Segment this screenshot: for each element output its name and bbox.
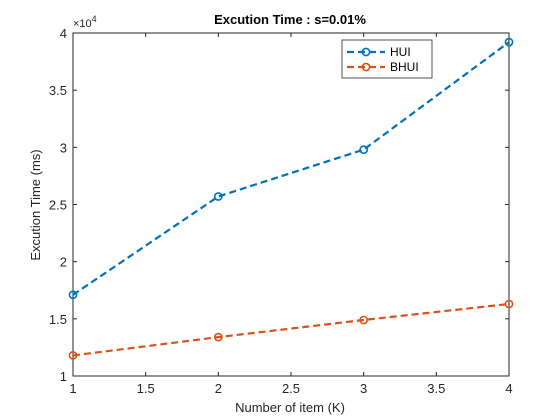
data-point-hui — [359, 145, 369, 155]
series-line-bhui — [72, 302, 510, 357]
data-point-bhui — [504, 299, 514, 309]
legend-box — [341, 39, 433, 79]
x-tick-label: 1.5 — [137, 381, 155, 396]
plot-area — [72, 32, 510, 377]
y-tick-label: 3 — [60, 140, 67, 155]
y-tick-label: 3.5 — [49, 83, 67, 98]
data-point-hui — [213, 192, 223, 201]
y-multiplier-base: ×10 — [73, 18, 92, 30]
data-point-hui — [68, 290, 78, 300]
x-tick-label: 4 — [505, 381, 512, 396]
y-tick-label: 2.5 — [49, 198, 67, 213]
legend-label-hui: HUI — [390, 45, 411, 59]
series-group — [68, 37, 514, 360]
series-line-hui — [72, 41, 510, 296]
x-axis-title: Number of item (K) — [235, 400, 345, 415]
x-tick-label: 3 — [360, 381, 367, 396]
x-tick-label: 2.5 — [282, 381, 300, 396]
legend-marker-bhui — [361, 62, 371, 72]
y-tick-label: 1.5 — [49, 312, 67, 327]
x-tick-label: 3.5 — [427, 381, 445, 396]
y-multiplier-exponent: 4 — [92, 14, 97, 24]
y-axis-title: Excution Time (ms) — [28, 149, 43, 260]
data-point-bhui — [68, 351, 78, 360]
data-point-bhui — [213, 332, 223, 342]
data-point-hui — [504, 37, 514, 47]
data-point-bhui — [359, 315, 369, 325]
x-tick-label: 1 — [69, 381, 76, 396]
y-multiplier-label: ×104 — [73, 14, 97, 30]
legend-label-bhui: BHUI — [390, 60, 419, 74]
legend-marker-hui — [361, 47, 371, 57]
chart-title: Excution Time : s=0.01% — [214, 12, 366, 27]
y-tick-label: 2 — [60, 255, 67, 270]
y-tick-label: 4 — [60, 26, 67, 41]
y-tick-label: 1 — [60, 369, 67, 384]
x-tick-label: 2 — [215, 381, 222, 396]
axis-ticks: 1 1.5 2 2.5 3 3.5 4 1 1.5 2 2.5 3 3.5 4 — [49, 26, 513, 396]
